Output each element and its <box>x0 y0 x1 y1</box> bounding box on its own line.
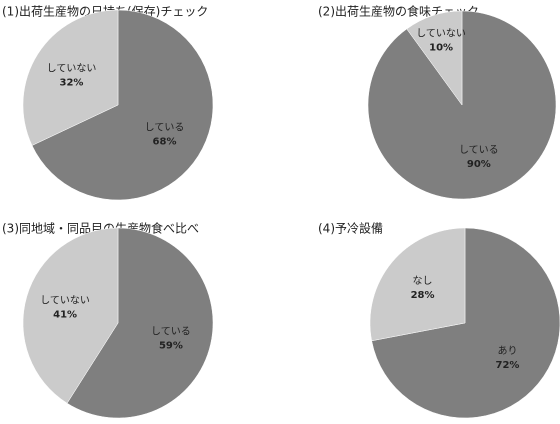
slice-label: なし <box>413 275 433 287</box>
slice-value: 68% <box>153 137 177 148</box>
slice-value: 90% <box>467 159 491 170</box>
chart-title: (4)予冷設備 <box>318 221 383 236</box>
slice-label: している <box>459 144 499 156</box>
slice-label: していない <box>416 28 466 40</box>
pie-slice <box>31 9 214 201</box>
pie-slice <box>22 9 119 146</box>
pie-slice <box>371 227 560 419</box>
pie-slice <box>406 10 463 106</box>
slice-value: 28% <box>411 290 435 301</box>
slice-label: している <box>145 122 185 134</box>
pie-slice <box>22 227 119 404</box>
slice-value: 59% <box>159 340 183 351</box>
chart-title: (3)同地域・同品目の生産物食べ比べ <box>2 221 199 236</box>
pie-slice <box>66 227 214 419</box>
slice-label: していない <box>47 62 97 74</box>
slice-label: している <box>151 325 191 337</box>
pie-slice <box>369 227 466 342</box>
slice-label: あり <box>497 345 517 357</box>
slice-value: 72% <box>495 360 519 371</box>
slice-label: していない <box>40 295 90 307</box>
slice-value: 32% <box>60 77 84 88</box>
slice-value: 41% <box>53 310 77 321</box>
slice-value: 10% <box>429 43 453 54</box>
